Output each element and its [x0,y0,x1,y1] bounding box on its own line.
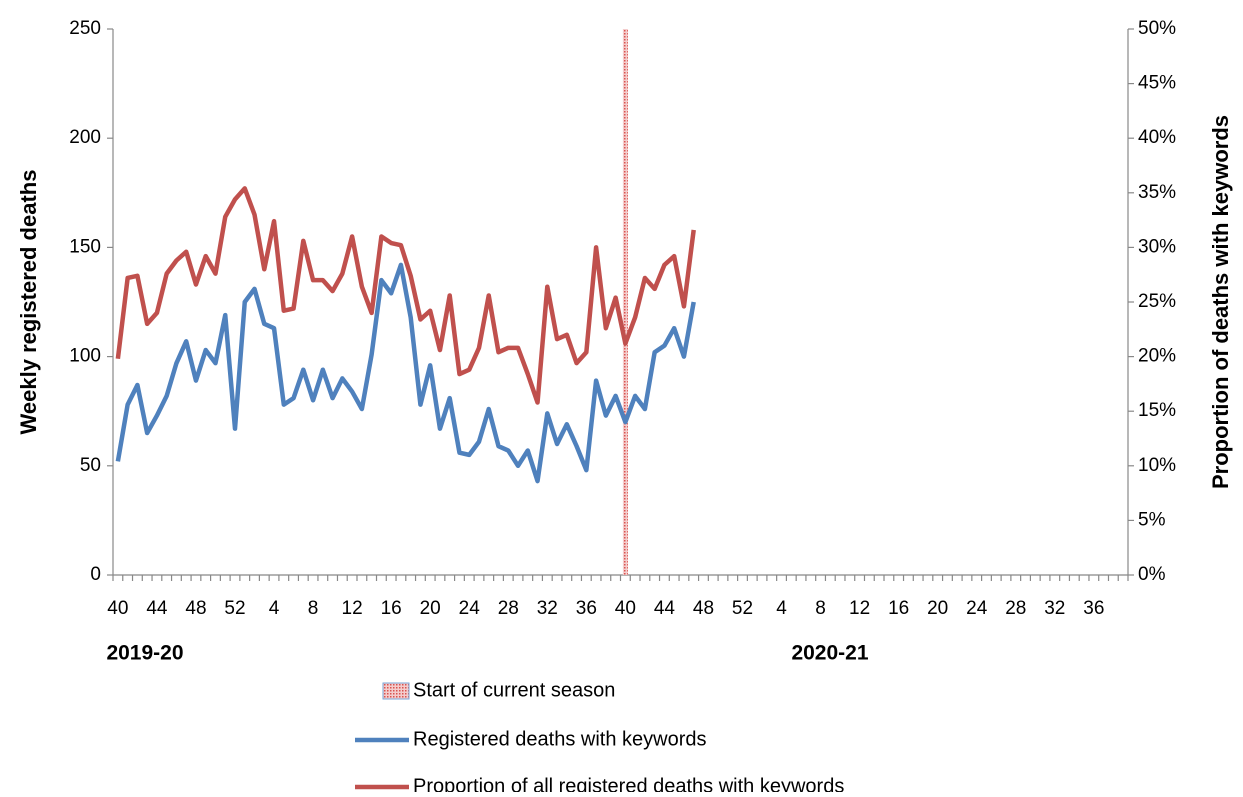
y-tick-label: 150 [69,236,101,257]
y-tick-label: 200 [69,127,101,148]
y2-axis-title: Proportion of deaths with keywords [1208,115,1233,489]
x-tick-label: 32 [537,598,558,619]
data-line [115,262,696,484]
legend-label: Registered deaths with keywords [413,728,706,750]
y-tick-label: 250 [69,18,101,39]
y-axis-title: Weekly registered deaths [16,170,41,435]
x-tick-label: 8 [815,598,826,619]
season-label: 2019-20 [106,642,183,665]
x-tick-label: 20 [420,598,441,619]
x-tick-label: 28 [498,598,519,619]
x-tick-label: 44 [146,598,168,619]
y2-tick-label: 5% [1138,509,1166,530]
x-tick-label: 28 [1005,598,1026,619]
x-tick-label: 24 [966,598,988,619]
y2-tick-label: 45% [1138,73,1176,94]
legend-swatch [382,682,410,700]
x-tick-label: 4 [269,598,280,619]
x-tick-label: 48 [185,598,206,619]
x-tick-label: 24 [459,598,481,619]
x-tick-label: 52 [732,598,753,619]
y2-tick-label: 10% [1138,455,1176,476]
x-tick-label: 8 [308,598,319,619]
legend-label: Proportion of all registered deaths with… [413,775,844,792]
x-tick-label: 16 [381,598,402,619]
x-tick-label: 36 [1083,598,1104,619]
x-tick-label: 40 [615,598,636,619]
y2-tick-label: 0% [1138,564,1166,585]
y-tick-label: 50 [80,455,101,476]
legend-label: Start of current season [413,679,615,701]
x-tick-label: 16 [888,598,909,619]
season-label: 2020-21 [791,642,868,665]
x-tick-label: 52 [224,598,245,619]
x-tick-label: 48 [693,598,714,619]
y2-tick-label: 40% [1138,127,1176,148]
x-tick-label: 40 [107,598,128,619]
y2-tick-label: 25% [1138,291,1176,312]
y2-tick-label: 15% [1138,400,1176,421]
y-tick-label: 0 [90,564,101,585]
season-marker [622,29,628,575]
x-tick-label: 32 [1044,598,1065,619]
y2-tick-label: 50% [1138,18,1176,39]
y2-tick-label: 30% [1138,236,1176,257]
y2-tick-label: 20% [1138,346,1176,367]
x-tick-label: 44 [654,598,676,619]
x-tick-label: 36 [576,598,597,619]
x-tick-label: 12 [342,598,363,619]
x-tick-label: 20 [927,598,948,619]
y-tick-label: 100 [69,346,101,367]
x-tick-label: 4 [776,598,787,619]
y2-tick-label: 35% [1138,182,1176,203]
x-tick-label: 12 [849,598,870,619]
data-line [115,186,696,405]
